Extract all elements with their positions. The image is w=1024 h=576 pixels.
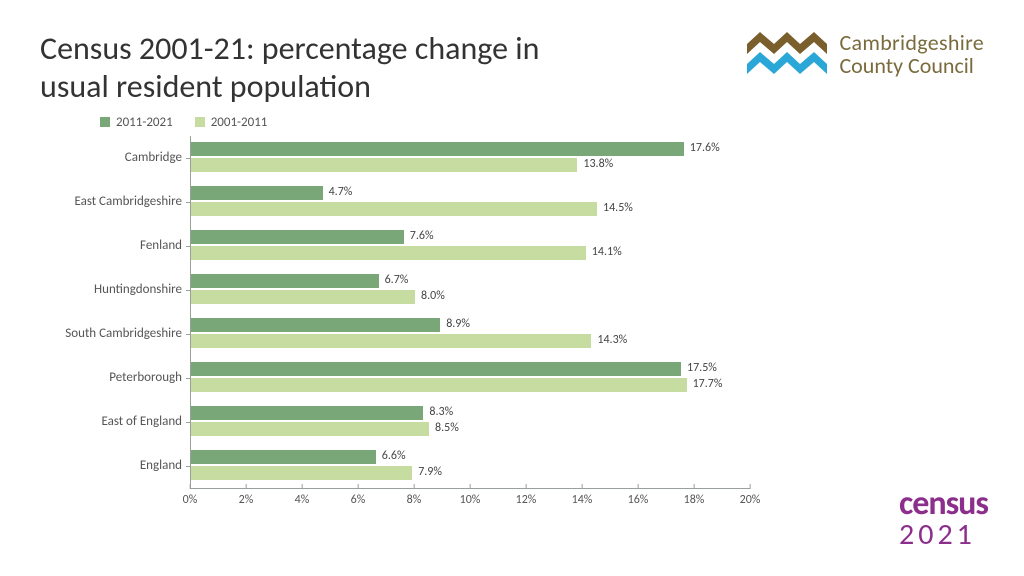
x-tick: 12% [516,489,537,507]
bar-value-label: 13.8% [583,157,613,171]
bar: 17.7% [191,378,687,392]
page-title: Census 2001-21: percentage change in usu… [40,30,600,107]
legend-swatch [195,117,205,127]
x-tick: 20% [740,489,761,507]
bar-value-label: 17.7% [693,377,723,391]
bar: 6.6% [191,450,376,464]
category-label: Peterborough [40,356,190,400]
bar-row: 8.9% 14.3% [191,312,760,356]
chart: 2011-2021 2001-2011 CambridgeEast Cambrid… [40,115,760,514]
chart-legend: 2011-2021 2001-2011 [100,115,760,130]
bar: 14.3% [191,334,591,348]
bar: 13.8% [191,158,577,172]
bar: 6.7% [191,274,379,288]
x-tick: 6% [351,489,366,507]
category-label: Huntingdonshire [40,268,190,312]
bar: 17.5% [191,362,681,376]
x-tick: 2% [239,489,254,507]
bar-row: 4.7% 14.5% [191,180,760,224]
category-label: Fenland [40,224,190,268]
bar-row: 17.6%13.8% [191,136,760,180]
bar: 17.6% [191,142,684,156]
bar-row: 7.6% 14.1% [191,224,760,268]
bar-value-label: 14.5% [603,201,633,215]
bar-row: 6.7% 8.0% [191,268,760,312]
chart-ylabels: CambridgeEast CambridgeshireFenlandHunti… [40,136,190,488]
bar: 14.5% [191,202,597,216]
chart-plot: CambridgeEast CambridgeshireFenlandHunti… [40,136,760,488]
legend-item: 2001-2011 [195,115,268,130]
chart-plot-area: 17.6%13.8%4.7%14.5%7.6%14.1%6.7%8.0%8.9%… [190,136,760,488]
x-tick: 4% [295,489,310,507]
bar-value-label: 17.5% [687,361,717,375]
bar-value-label: 17.6% [690,141,720,155]
bar: 7.6% [191,230,404,244]
bar-value-label: 8.9% [446,317,470,331]
zigzag-icon [747,30,827,78]
x-tick: 8% [407,489,422,507]
x-tick: 10% [460,489,481,507]
bar-value-label: 7.9% [418,465,442,479]
chart-xaxis: 0%2%4%6%8%10%12%14%16%18%20% [190,488,750,514]
legend-label: 2001-2011 [211,115,268,130]
bar: 8.5% [191,422,429,436]
bar-value-label: 6.7% [385,273,409,287]
legend-swatch [100,117,110,127]
category-label: South Cambridgeshire [40,312,190,356]
bar-value-label: 4.7% [329,185,353,199]
x-tick: 0% [183,489,198,507]
bar-row: 6.6% 7.9% [191,444,760,488]
bar-value-label: 14.3% [597,333,627,347]
header: Census 2001-21: percentage change in usu… [0,0,1024,107]
x-tick: 14% [572,489,593,507]
bar: 4.7% [191,186,323,200]
category-label: England [40,444,190,488]
ccc-logo: Cambridgeshire County Council [747,30,984,78]
x-tick: 16% [628,489,649,507]
category-label: East of England [40,400,190,444]
bar: 14.1% [191,246,586,260]
bar-value-label: 8.3% [429,405,453,419]
bar-row: 17.5%17.7% [191,356,760,400]
ccc-logo-line2: County Council [839,54,984,77]
category-label: East Cambridgeshire [40,180,190,224]
bar-value-label: 8.5% [435,421,459,435]
ccc-logo-line1: Cambridgeshire [839,31,984,54]
ccc-logo-text: Cambridgeshire County Council [839,31,984,77]
bar: 8.3% [191,406,423,420]
census-year: 2021 [899,520,988,550]
bar-value-label: 6.6% [382,449,406,463]
legend-item: 2011-2021 [100,115,173,130]
bar: 7.9% [191,466,412,480]
bar-value-label: 8.0% [421,289,445,303]
bar: 8.0% [191,290,415,304]
bar-value-label: 14.1% [592,245,622,259]
bar-row: 8.3%8.5% [191,400,760,444]
bar-value-label: 7.6% [410,229,434,243]
bar: 8.9% [191,318,440,332]
x-tick: 18% [684,489,705,507]
category-label: Cambridge [40,136,190,180]
legend-label: 2011-2021 [116,115,173,130]
census-2021-logo: census 2021 [899,488,988,550]
